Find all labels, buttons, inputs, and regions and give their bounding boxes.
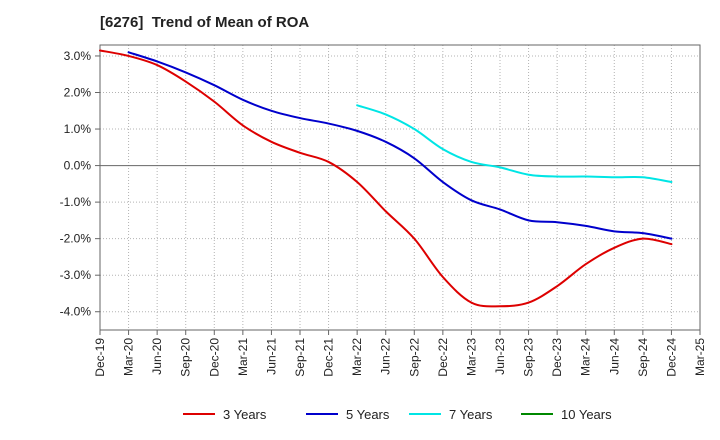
- x-tick-label: Sep-20: [179, 338, 193, 377]
- x-tick-label: Mar-23: [464, 338, 478, 376]
- plot-frame: [99, 44, 701, 331]
- y-tick-label: -4.0%: [60, 305, 92, 319]
- x-tick-label: Dec-21: [322, 338, 336, 377]
- x-tick-label: Jun-20: [150, 338, 164, 375]
- y-tick-label: -1.0%: [60, 195, 92, 209]
- y-tick-label: 3.0%: [64, 49, 92, 63]
- y-tick-label: -2.0%: [60, 232, 92, 246]
- x-tick-label: Sep-21: [293, 338, 307, 377]
- x-tick-label: Sep-22: [407, 338, 421, 377]
- y-tick-label: -3.0%: [60, 268, 92, 282]
- x-tick-label: Sep-24: [636, 338, 650, 377]
- series-line-5-years: [127, 51, 673, 240]
- series-line-7-years: [356, 104, 673, 184]
- x-tick-label: Dec-24: [664, 338, 678, 377]
- x-tick-label: Sep-23: [522, 338, 536, 377]
- x-tick-label: Dec-20: [207, 338, 221, 377]
- series-line-3-years: [99, 49, 673, 308]
- x-tick-label: Jun-22: [379, 338, 393, 375]
- x-tick-label: Mar-20: [122, 338, 136, 376]
- x-tick-label: Dec-19: [93, 338, 107, 377]
- legend-label-3-years: 3 Years: [223, 407, 267, 422]
- x-tick-label: Mar-21: [236, 338, 250, 376]
- x-tick-label: Jun-24: [607, 338, 621, 375]
- x-tick-label: Mar-22: [350, 338, 364, 376]
- y-tick-label: 2.0%: [64, 86, 92, 100]
- x-tick-label: Jun-23: [493, 338, 507, 375]
- chart-title: [6276] Trend of Mean of ROA: [100, 14, 310, 31]
- x-tick-label: Mar-24: [579, 338, 593, 376]
- legend-label-7-years: 7 Years: [449, 407, 493, 422]
- legend-label-10-years: 10 Years: [561, 407, 612, 422]
- x-tick-label: Dec-23: [550, 338, 564, 377]
- x-tick-label: Mar-25: [693, 338, 707, 376]
- y-tick-label: 1.0%: [64, 122, 92, 136]
- plot-area: [100, 45, 700, 330]
- legend-label-5-years: 5 Years: [346, 407, 390, 422]
- y-tick-label: 0.0%: [64, 159, 92, 173]
- x-tick-label: Jun-21: [264, 338, 278, 375]
- x-tick-label: Dec-22: [436, 338, 450, 377]
